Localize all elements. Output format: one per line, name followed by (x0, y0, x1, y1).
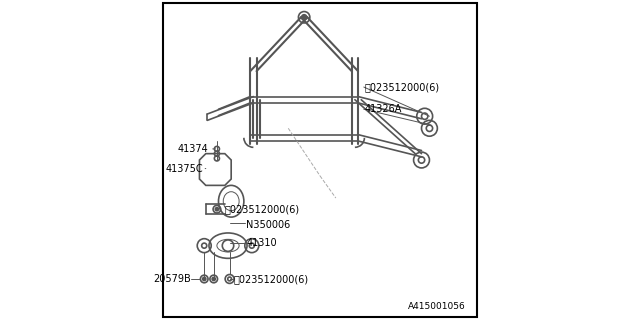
Circle shape (301, 15, 307, 20)
Text: 41374: 41374 (177, 144, 209, 154)
Text: Ⓝ023512000(6): Ⓝ023512000(6) (234, 274, 309, 284)
Text: 41310: 41310 (246, 238, 277, 248)
Circle shape (215, 208, 218, 211)
Circle shape (203, 277, 206, 281)
Text: 41375C: 41375C (166, 164, 204, 173)
Text: Ⓝ023512000(6): Ⓝ023512000(6) (225, 204, 300, 214)
Text: A415001056: A415001056 (408, 302, 466, 311)
Text: N350006: N350006 (246, 220, 291, 230)
Text: 20579B: 20579B (153, 274, 191, 284)
Circle shape (212, 277, 215, 281)
Text: Ⓝ023512000(6): Ⓝ023512000(6) (364, 82, 440, 92)
Text: 41326A: 41326A (364, 104, 402, 114)
